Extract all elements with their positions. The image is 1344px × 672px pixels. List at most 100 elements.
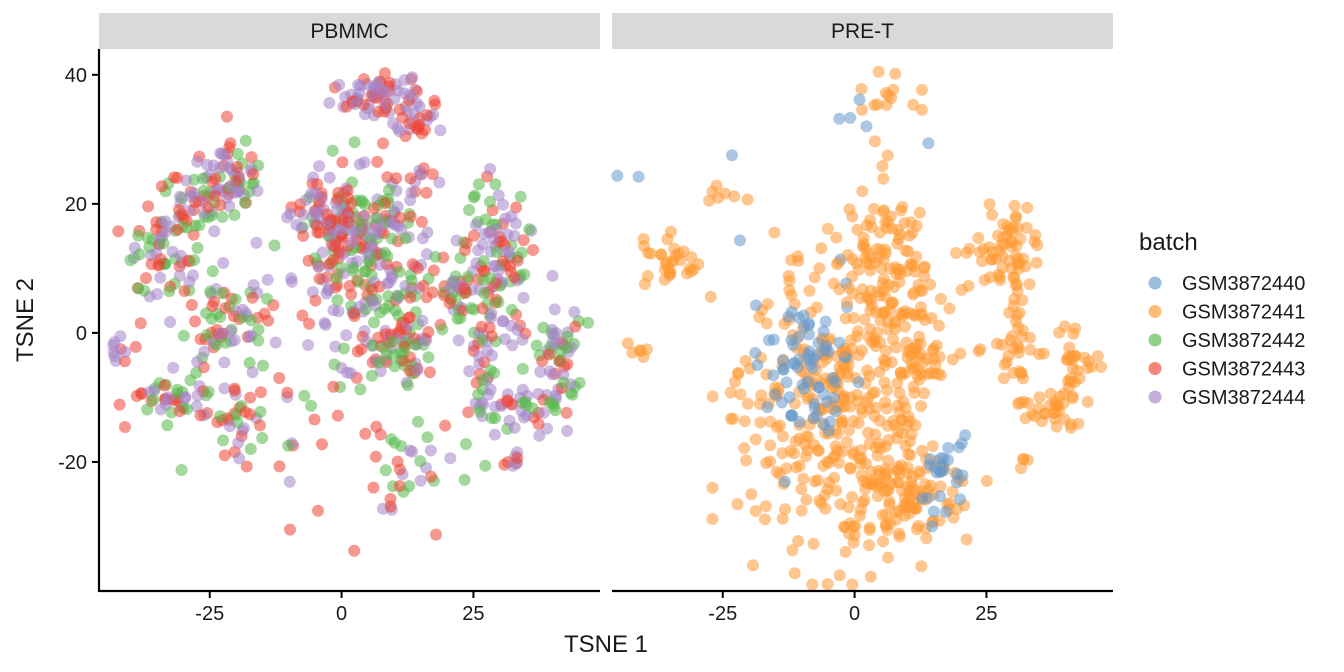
point-gsm3872444 [359,108,371,121]
point-gsm3872442 [523,223,536,236]
point-gsm3872443 [553,355,566,368]
point-gsm3872442 [161,419,174,432]
point-gsm3872440 [829,376,842,389]
y-tick-label: 20 [65,194,87,216]
point-gsm3872442 [206,265,219,278]
point-gsm3872441 [934,293,947,305]
point-gsm3872441 [916,444,929,457]
point-gsm3872443 [543,348,555,361]
point-gsm3872442 [231,147,244,160]
point-gsm3872444 [250,236,263,249]
point-gsm3872444 [352,78,365,91]
point-gsm3872444 [349,98,362,111]
point-gsm3872441 [868,410,881,423]
point-gsm3872443 [406,258,419,271]
point-gsm3872444 [283,475,296,488]
point-gsm3872441 [856,185,869,198]
point-gsm3872442 [463,204,476,216]
point-gsm3872443 [390,172,403,185]
point-gsm3872443 [140,272,152,285]
point-gsm3872444 [208,225,221,238]
point-gsm3872443 [417,279,430,292]
point-gsm3872443 [173,405,186,418]
point-gsm3872444 [201,158,214,171]
point-gsm3872441 [672,247,685,260]
point-gsm3872442 [489,412,502,425]
point-gsm3872442 [216,211,229,223]
point-gsm3872441 [846,491,859,503]
point-gsm3872441 [882,551,894,564]
point-gsm3872441 [846,578,859,591]
point-gsm3872441 [1066,392,1079,405]
point-gsm3872441 [773,419,786,432]
point-gsm3872441 [1016,324,1029,337]
point-gsm3872443 [510,201,523,214]
point-gsm3872441 [880,221,893,234]
point-gsm3872441 [915,83,928,96]
point-gsm3872441 [803,284,816,297]
point-gsm3872442 [377,341,390,354]
point-gsm3872440 [793,416,806,428]
point-gsm3872441 [821,578,834,591]
point-gsm3872442 [488,367,501,379]
point-gsm3872442 [191,241,204,254]
point-gsm3872442 [414,455,427,468]
point-gsm3872441 [855,83,868,95]
point-gsm3872441 [681,267,693,280]
point-gsm3872441 [1010,309,1023,322]
point-gsm3872444 [484,383,497,396]
point-gsm3872443 [332,186,345,199]
point-gsm3872441 [901,345,914,358]
point-gsm3872441 [843,527,855,540]
point-gsm3872442 [462,270,474,283]
point-gsm3872443 [462,406,475,419]
point-gsm3872441 [933,319,945,332]
point-gsm3872444 [485,307,498,320]
point-gsm3872440 [769,388,782,401]
point-gsm3872441 [896,201,909,213]
point-gsm3872444 [488,428,501,441]
y-tick-label: 0 [76,323,87,345]
legend-label-gsm3872440: GSM3872440 [1182,273,1305,295]
point-gsm3872443 [130,390,143,402]
point-gsm3872444 [548,303,561,316]
point-gsm3872441 [878,376,891,389]
point-gsm3872441 [960,533,973,546]
point-gsm3872443 [348,544,361,557]
point-gsm3872441 [880,508,893,521]
point-gsm3872441 [1006,330,1018,343]
point-gsm3872443 [247,168,260,181]
point-gsm3872441 [1067,327,1080,340]
point-gsm3872441 [1005,235,1017,248]
point-gsm3872443 [404,291,417,304]
point-gsm3872441 [638,240,650,253]
point-gsm3872442 [557,376,570,389]
point-gsm3872441 [1009,211,1022,224]
point-gsm3872443 [118,355,131,368]
point-gsm3872444 [550,327,563,340]
point-gsm3872442 [196,172,209,185]
point-gsm3872442 [348,136,361,149]
point-gsm3872441 [838,400,851,413]
point-gsm3872441 [764,439,777,452]
point-gsm3872442 [537,321,550,334]
point-gsm3872444 [403,89,416,102]
point-gsm3872441 [868,335,881,348]
point-gsm3872444 [492,264,505,277]
point-gsm3872444 [537,406,550,419]
point-gsm3872441 [978,274,991,287]
point-gsm3872441 [880,99,893,111]
point-gsm3872440 [833,112,846,125]
point-gsm3872441 [665,255,678,268]
point-gsm3872441 [1054,390,1067,403]
point-gsm3872441 [807,537,820,550]
x-tick-label: 25 [462,603,484,625]
point-gsm3872443 [426,168,439,181]
point-gsm3872441 [885,356,898,369]
point-gsm3872443 [439,419,452,432]
point-gsm3872442 [328,358,341,371]
point-gsm3872444 [327,304,340,317]
point-gsm3872444 [546,269,559,282]
point-gsm3872443 [420,291,433,304]
point-gsm3872442 [257,359,269,372]
